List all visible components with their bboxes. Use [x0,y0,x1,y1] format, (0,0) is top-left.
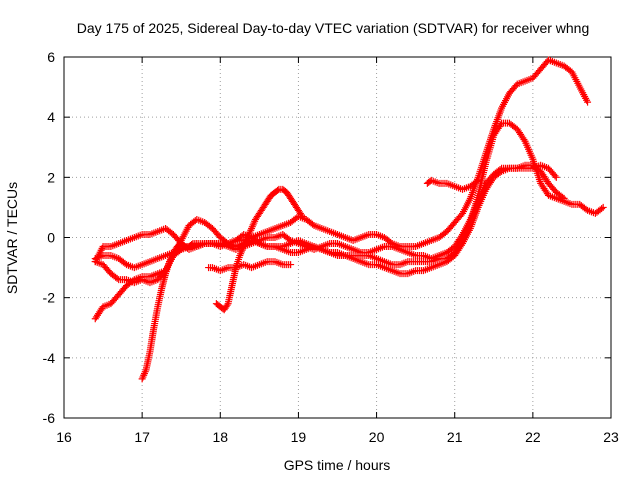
plot-frame [63,56,612,419]
x-tick-labels: 16 17 18 19 20 21 22 23 [56,429,619,445]
data-point [180,242,188,250]
data-point [599,203,607,211]
data-point [474,176,482,184]
data-point [496,121,504,129]
data-point [285,235,293,243]
series-track-5 [138,240,201,383]
data-point [193,240,201,248]
x-tick-label: 19 [291,429,307,445]
data-point [552,173,560,181]
y-tick-label: 6 [47,49,55,65]
y-tick-label: 2 [47,169,55,185]
y-tick-label: 0 [47,230,55,246]
data-points [91,56,607,383]
data-point [298,212,306,220]
chart-title: Day 175 of 2025, Sidereal Day-to-day VTE… [77,20,590,36]
data-point [188,241,196,249]
data-point [297,211,305,219]
x-tick-label: 23 [603,429,619,445]
series-track-8 [423,176,482,193]
data-point [559,193,567,201]
x-tick-label: 21 [447,429,463,445]
data-point [223,301,231,309]
data-point [274,186,282,194]
data-point [129,277,137,285]
data-point [584,98,592,106]
data-point [457,232,465,240]
data-point [121,259,129,267]
x-axis-label: GPS time / hours [284,457,391,473]
data-point [496,166,504,174]
data-point [520,136,528,144]
y-tick-labels: -6 -4 -2 0 2 4 6 [43,49,56,426]
data-point [560,194,568,202]
y-tick-label: 4 [47,109,55,125]
x-tick-label: 18 [212,429,228,445]
x-tick-label: 22 [525,429,541,445]
x-tick-label: 17 [134,429,150,445]
y-tick-label: -6 [43,410,56,426]
x-tick-label: 16 [56,429,72,445]
y-tick-label: -4 [43,350,56,366]
data-point [551,172,559,180]
x-tick-label: 20 [369,429,385,445]
y-axis-label: SDTVAR / TECUs [4,182,20,294]
data-point [113,274,121,282]
data-point [308,220,316,228]
series-track-7 [212,185,306,314]
y-tick-label: -2 [43,290,56,306]
data-point [582,205,590,213]
data-point [287,261,295,269]
data-point [473,178,481,186]
data-point [598,205,606,213]
